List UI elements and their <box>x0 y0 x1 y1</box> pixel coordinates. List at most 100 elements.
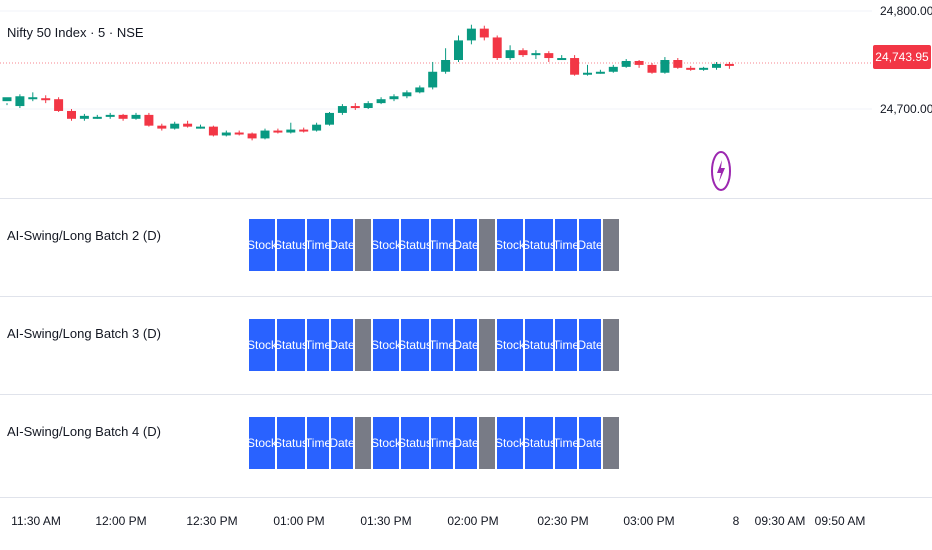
table-header-cell: Date <box>329 417 355 469</box>
time-label: 02:30 PM <box>537 514 589 528</box>
price-label-top: 24,800.00 <box>880 4 932 18</box>
time-axis[interactable]: 11:30 AM 12:00 PM 12:30 PM 01:00 PM 01:30 PM… <box>0 510 932 540</box>
candle-up <box>28 97 38 100</box>
candle-down <box>273 130 283 133</box>
price-axis[interactable]: 24,800.00 24,700.00 <box>872 0 932 198</box>
indicator-title-batch-2[interactable]: AI-Swing/Long Batch 2 (D) <box>7 228 161 243</box>
table-header-cell: Stock <box>371 417 401 469</box>
candle-down <box>634 60 644 65</box>
candle-down <box>234 132 244 135</box>
candle-down <box>41 98 51 101</box>
candle-up <box>131 114 141 119</box>
candle-down <box>299 129 309 132</box>
symbol-title[interactable]: Nifty 50 Index · 5 · NSE <box>7 25 144 40</box>
candle-down <box>208 126 218 136</box>
candle-up <box>466 28 476 41</box>
table-header-cell: Stock <box>495 319 525 371</box>
table-header-cell: Status <box>522 417 556 469</box>
pane-separator[interactable] <box>0 296 932 297</box>
indicator-title-batch-4[interactable]: AI-Swing/Long Batch 4 (D) <box>7 424 161 439</box>
candle-up <box>415 87 425 93</box>
candle-up <box>454 40 463 60</box>
time-label: 01:30 PM <box>360 514 412 528</box>
candle-down <box>118 114 128 119</box>
pane-separator[interactable] <box>0 394 932 395</box>
candle-up <box>621 60 631 67</box>
table-header-cell: Date <box>329 219 355 271</box>
candle-up <box>325 112 334 125</box>
time-label: 09:50 AM <box>814 514 866 528</box>
candle-down <box>54 99 64 111</box>
time-label: 03:00 PM <box>623 514 675 528</box>
lightning-icon[interactable] <box>710 150 732 192</box>
candle-down <box>570 58 580 75</box>
table-header-cell: Stock <box>495 219 525 271</box>
candle-up <box>660 60 670 73</box>
table-header-cell: Stock <box>371 219 401 271</box>
time-axis-separator <box>0 497 932 498</box>
time-label: 12:00 PM <box>95 514 147 528</box>
candle-up <box>196 126 205 129</box>
table-header-cell: Time <box>553 417 579 469</box>
table-header-cell: Date <box>577 219 603 271</box>
table-header-cell: Stock <box>495 417 525 469</box>
candle-down <box>518 50 528 56</box>
candle-up <box>260 130 270 139</box>
candle-up <box>15 96 25 107</box>
table-header-cell: Status <box>398 319 432 371</box>
current-price-badge: 24,743.95 <box>873 45 931 69</box>
candle-up <box>105 114 115 117</box>
price-label-bottom: 24,700.00 <box>880 102 932 116</box>
table-spacer-cell <box>603 319 619 371</box>
table-spacer-cell <box>355 219 371 271</box>
candle-down <box>183 123 193 127</box>
candle-down <box>673 60 683 68</box>
indicator-table-batch-4: Stock Status Time Date Stock Status Time Date St… <box>247 417 621 469</box>
candle-up <box>441 60 451 72</box>
table-header-cell: Status <box>274 319 308 371</box>
time-label: 09:30 AM <box>754 514 806 528</box>
candle-up <box>286 129 296 133</box>
price-chart-pane[interactable]: Nifty 50 Index · 5 · NSE <box>0 0 872 198</box>
table-header-cell: Status <box>274 417 308 469</box>
candle-up <box>79 115 89 119</box>
table-header-cell: Time <box>429 319 455 371</box>
table-header-cell: Date <box>453 219 479 271</box>
table-header-cell: Date <box>453 417 479 469</box>
pane-separator[interactable] <box>0 198 932 199</box>
table-header-cell: Stock <box>371 319 401 371</box>
candle-down <box>247 133 257 139</box>
indicator-table-batch-2: Stock Status Time Date Stock Status Time Date St… <box>247 219 621 271</box>
candle-down <box>479 28 489 38</box>
table-header-cell: Time <box>305 417 331 469</box>
candle-up <box>505 50 515 59</box>
time-label: 8 <box>732 514 740 528</box>
table-header-cell: Time <box>429 417 455 469</box>
time-label: 11:30 AM <box>11 514 61 528</box>
candle-up <box>92 116 102 119</box>
candle-up <box>712 63 721 68</box>
candle-down <box>647 64 657 73</box>
table-header-cell: Status <box>274 219 308 271</box>
table-header-cell: Stock <box>247 219 277 271</box>
table-spacer-cell <box>479 219 495 271</box>
candle-up <box>376 99 386 104</box>
candle-up <box>402 92 412 97</box>
candle-up <box>312 124 322 131</box>
table-header-cell: Time <box>305 319 331 371</box>
candle-up <box>595 71 605 74</box>
table-spacer-cell <box>603 417 619 469</box>
table-header-cell: Time <box>305 219 331 271</box>
candle-up <box>337 106 347 113</box>
candle-down <box>686 67 696 70</box>
candlestick-chart[interactable] <box>0 0 872 198</box>
candle-up <box>608 66 618 72</box>
candle-down <box>492 37 502 59</box>
table-spacer-cell <box>355 417 371 469</box>
table-header-cell: Status <box>398 417 432 469</box>
table-header-cell: Date <box>453 319 479 371</box>
indicator-title-batch-3[interactable]: AI-Swing/Long Batch 3 (D) <box>7 326 161 341</box>
table-header-cell: Status <box>522 219 556 271</box>
candle-up <box>2 97 12 102</box>
table-header-cell: Date <box>577 319 603 371</box>
